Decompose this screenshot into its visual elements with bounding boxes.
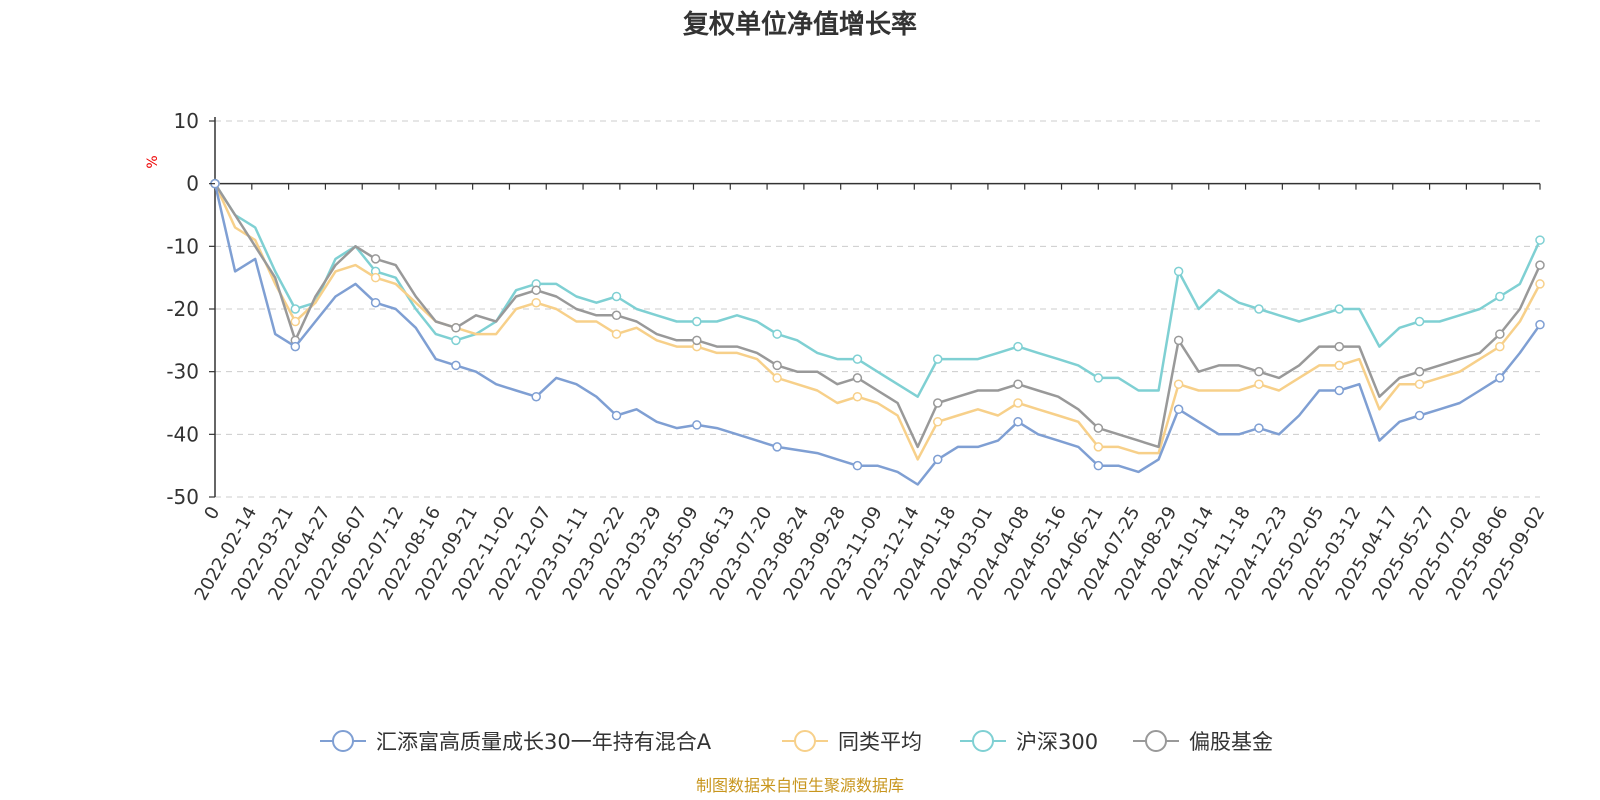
data-point: [852, 373, 863, 383]
legend-marker: [332, 730, 354, 752]
data-point: [1173, 266, 1184, 277]
data-point: [370, 272, 381, 283]
data-point: [1013, 398, 1023, 408]
data-point: [531, 297, 541, 308]
y-tick-label: -10: [166, 234, 199, 258]
data-point: [1093, 423, 1104, 433]
data-point: [370, 254, 381, 264]
y-tick-label: -20: [166, 297, 199, 321]
data-point: [932, 417, 943, 427]
data-point: [692, 316, 702, 327]
data-point: [1254, 379, 1264, 389]
data-point: [1495, 329, 1505, 339]
data-point: [772, 360, 782, 371]
data-point: [1535, 319, 1545, 330]
legend-marker: [972, 730, 994, 752]
x-tick-label: 0: [200, 503, 224, 523]
data-point: [1495, 341, 1505, 352]
data-point: [692, 335, 702, 346]
data-point: [451, 360, 461, 371]
data-point: [290, 304, 301, 314]
data-point: [772, 373, 782, 383]
data-point: [1093, 460, 1104, 471]
data-point: [1334, 385, 1344, 396]
data-point: [531, 391, 541, 402]
data-point: [611, 291, 622, 302]
data-point: [531, 285, 541, 295]
data-point: [772, 329, 782, 339]
data-point: [772, 442, 782, 452]
data-point: [932, 398, 943, 408]
data-point: [1173, 335, 1184, 346]
chart-title: 复权单位净值增长率: [683, 9, 917, 40]
data-point: [1495, 291, 1505, 302]
data-point: [1535, 235, 1545, 245]
data-point: [852, 391, 863, 402]
series-lines: [210, 178, 1545, 486]
data-point: [290, 316, 301, 327]
y-tick-label: 10: [174, 109, 199, 133]
data-point: [290, 341, 301, 352]
series-line: [213, 183, 1542, 449]
data-point: [1334, 304, 1344, 314]
data-point: [1495, 373, 1505, 383]
data-point: [692, 420, 702, 430]
legend-label: 沪深300: [1016, 730, 1098, 754]
data-point: [370, 297, 381, 308]
data-point: [1414, 410, 1425, 421]
series-line: [213, 183, 1542, 461]
data-point: [1093, 373, 1104, 383]
data-point: [852, 354, 863, 364]
data-point: [1013, 379, 1023, 389]
y-tick-label: -50: [166, 485, 199, 509]
grid-lines: [215, 120, 1540, 498]
data-point: [1414, 366, 1425, 377]
data-point: [932, 354, 943, 364]
data-point: [1414, 379, 1425, 389]
data-point: [1254, 423, 1264, 433]
data-point: [1334, 360, 1344, 371]
data-point: [451, 335, 461, 346]
y-axis-unit: %: [145, 155, 161, 168]
legend-marker: [1145, 730, 1167, 752]
data-point: [1254, 304, 1264, 314]
data-point: [1535, 279, 1545, 289]
series-line: [213, 183, 1542, 398]
legend-marker: [794, 730, 816, 752]
data-point: [1334, 341, 1344, 352]
data-point: [1013, 417, 1023, 427]
legend-label: 偏股基金: [1189, 730, 1273, 754]
data-point: [852, 460, 863, 471]
data-point: [1093, 442, 1104, 452]
y-tick-label: -30: [166, 360, 199, 384]
y-tick-label: 0: [186, 172, 199, 196]
data-point: [611, 329, 622, 339]
x-axis-ticks: 02022-02-142022-03-212022-04-272022-06-0…: [191, 503, 1550, 604]
data-point: [611, 310, 622, 321]
data-point: [1414, 316, 1425, 327]
y-tick-label: -40: [166, 422, 199, 446]
series-line: [213, 183, 1542, 486]
y-axis-ticks: 10 0 -10 -20 -30 -40 -50: [166, 109, 215, 509]
legend-label: 同类平均: [838, 730, 922, 754]
data-point: [1173, 379, 1184, 389]
legend: 汇添富高质量成长30一年持有混合A 同类平均 沪深300 偏股基金: [320, 730, 1273, 754]
data-point: [451, 323, 461, 333]
data-point: [1013, 341, 1023, 352]
data-point: [1173, 404, 1184, 415]
data-source: 制图数据来自恒生聚源数据库: [696, 776, 904, 795]
data-point: [932, 454, 943, 465]
data-point: [611, 410, 622, 421]
data-point: [1254, 366, 1264, 377]
legend-label: 汇添富高质量成长30一年持有混合A: [376, 730, 712, 754]
data-point: [1535, 260, 1545, 270]
